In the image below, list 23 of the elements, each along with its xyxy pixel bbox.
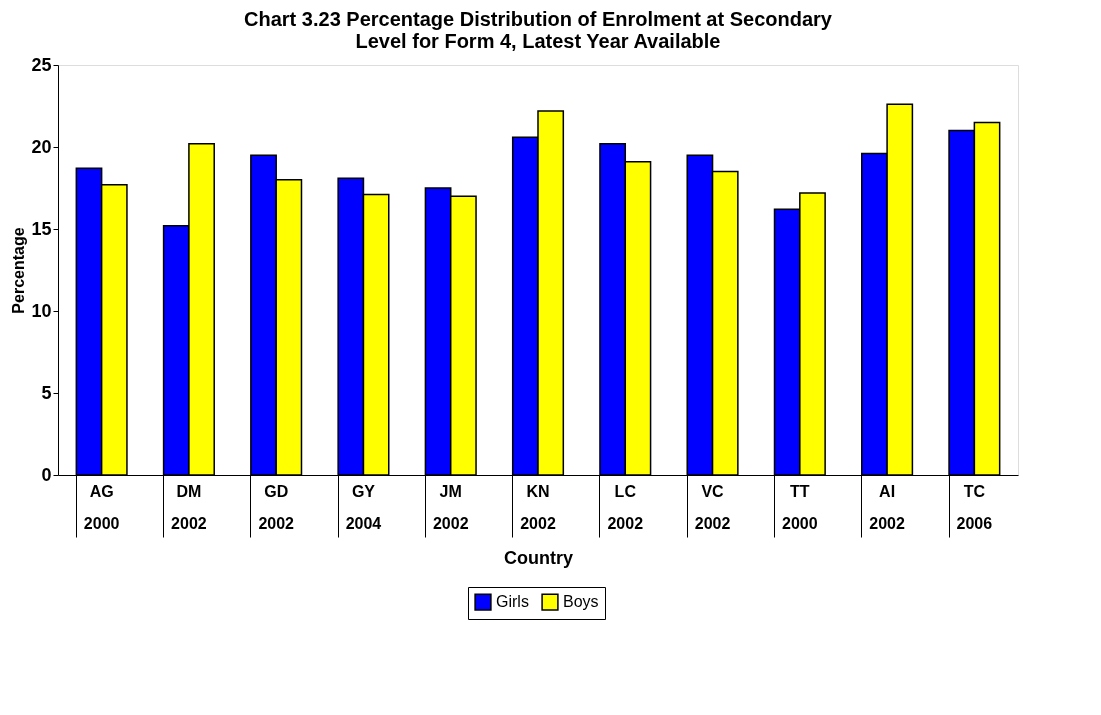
y-tick-label: 5	[41, 382, 52, 403]
y-tick-label: 10	[31, 300, 52, 321]
x-tick-label: VC 2002	[694, 482, 731, 532]
x-tick-label: AI 2002	[869, 482, 905, 532]
x-tick-label: JM 2002	[432, 482, 469, 532]
x-tick-label: GY 2004	[345, 482, 382, 532]
legend-label: Girls	[496, 593, 529, 611]
legend-label: Boys	[563, 593, 599, 611]
x-tick-label: AG 2000	[83, 482, 120, 532]
x-tick-label: KN 2002	[520, 482, 556, 532]
text: Chart 3.23 Percentage Distribution of Enrolment at Secondary	[244, 8, 832, 30]
x-axis-title: Country	[504, 548, 573, 568]
x-tick-label: LC 2002	[607, 482, 644, 532]
y-axis-title: Percentage	[10, 227, 28, 314]
x-tick-label: TC 2006	[956, 482, 993, 532]
x-tick-label: GD 2002	[258, 482, 295, 532]
y-tick-label: 20	[31, 136, 52, 157]
text: Level for Form 4, Latest Year Available	[355, 30, 721, 52]
y-tick-label: 25	[31, 54, 52, 75]
y-tick-label: 0	[41, 464, 52, 485]
x-tick-label: TT 2000	[782, 482, 818, 532]
x-tick-label: DM 2002	[171, 482, 207, 532]
y-tick-label: 15	[31, 218, 52, 239]
